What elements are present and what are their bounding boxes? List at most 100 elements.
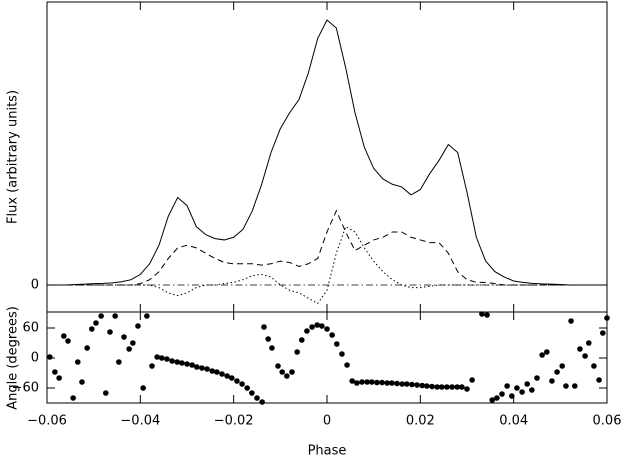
angle-point: [339, 351, 345, 357]
angle-point: [98, 313, 104, 319]
angle-point: [596, 377, 602, 383]
angle-point: [126, 346, 132, 352]
angle-point: [224, 373, 230, 379]
angle-point: [404, 381, 410, 387]
angle-point: [75, 359, 81, 365]
angle-point: [169, 358, 175, 364]
angle-point: [554, 369, 560, 375]
angle-point: [539, 352, 545, 358]
angle-point: [309, 324, 315, 330]
angle-point: [577, 346, 583, 352]
angle-point: [239, 381, 245, 387]
y-tick-label: 0: [31, 351, 39, 366]
angle-point: [344, 362, 350, 368]
angle-point: [65, 338, 71, 344]
angle-point: [324, 326, 330, 332]
x-tick-label: −0.02: [214, 414, 254, 429]
angle-point: [194, 364, 200, 370]
angle-point: [582, 353, 588, 359]
angle-point: [586, 340, 592, 346]
angle-point: [544, 349, 550, 355]
angle-point: [135, 323, 141, 329]
angle-point: [229, 375, 235, 381]
angle-point: [289, 369, 295, 375]
angle-point: [354, 380, 360, 386]
angle-point: [214, 369, 220, 375]
angle-point: [600, 330, 606, 336]
angle-point: [47, 354, 53, 360]
angle-point: [103, 390, 109, 396]
flux-line: [47, 225, 607, 305]
y-tick-label: 60: [22, 321, 39, 336]
angle-point: [399, 381, 405, 387]
angle-point: [529, 387, 535, 393]
angle-point: [304, 328, 310, 334]
x-tick-label: 0.04: [499, 414, 528, 429]
angle-point: [563, 383, 569, 389]
x-tick-label: −0.06: [27, 414, 67, 429]
angle-point: [140, 385, 146, 391]
angle-point: [454, 384, 461, 390]
angle-point: [174, 359, 180, 365]
flux-line: [47, 19, 607, 286]
angle-point: [469, 377, 475, 383]
angle-axis-label: Angle (degrees): [6, 306, 21, 410]
angle-point: [604, 315, 610, 321]
angle-point: [394, 380, 400, 387]
angle-point: [359, 379, 365, 385]
angle-point: [314, 322, 321, 328]
angle-point: [199, 365, 205, 371]
angle-point: [384, 380, 391, 386]
angle-point: [265, 336, 272, 342]
angle-point: [459, 384, 465, 390]
angle-point: [234, 378, 240, 384]
angle-point: [534, 375, 540, 381]
angle-point: [244, 385, 250, 391]
angle-point: [364, 379, 370, 385]
angle-point: [130, 340, 136, 346]
angle-point: [464, 386, 470, 392]
angle-point: [107, 329, 113, 335]
angle-point: [424, 383, 430, 389]
angle-point: [279, 369, 286, 375]
angle-point: [204, 366, 210, 372]
angle-point: [189, 362, 195, 368]
angle-point: [379, 379, 385, 386]
angle-point: [249, 390, 255, 396]
angle-point: [164, 356, 170, 362]
angle-point: [414, 382, 420, 388]
angle-point: [591, 363, 597, 369]
angle-point: [572, 383, 578, 389]
angle-point: [374, 379, 380, 386]
plot-frame: [46, 311, 608, 404]
angle-point: [329, 332, 335, 338]
angle-point: [209, 368, 215, 374]
angle-point: [514, 385, 520, 391]
angle-point: [179, 360, 185, 366]
angle-point: [259, 399, 265, 405]
angle-point: [56, 375, 62, 381]
plot-frame: [46, 1, 608, 313]
angle-point: [52, 369, 58, 375]
x-tick-label: 0.02: [406, 414, 435, 429]
angle-point: [444, 384, 450, 390]
angle-point: [299, 337, 305, 343]
angle-point: [504, 383, 510, 389]
flux-axis-label: Flux (arbitrary units): [6, 90, 21, 224]
angle-point: [509, 393, 515, 399]
y-tick-label: −60: [12, 381, 39, 396]
angle-point: [429, 383, 435, 390]
angle-point: [93, 320, 99, 326]
angle-point: [334, 341, 340, 347]
angle-point: [568, 318, 574, 324]
angle-point: [275, 363, 281, 369]
angle-point: [349, 378, 356, 384]
angle-point: [112, 313, 118, 319]
angle-point: [319, 323, 325, 329]
angle-point: [159, 355, 165, 361]
angle-point: [294, 349, 300, 355]
angle-point: [369, 379, 375, 385]
angle-point: [489, 397, 496, 403]
angle-point: [524, 381, 530, 387]
angle-point: [261, 324, 267, 330]
